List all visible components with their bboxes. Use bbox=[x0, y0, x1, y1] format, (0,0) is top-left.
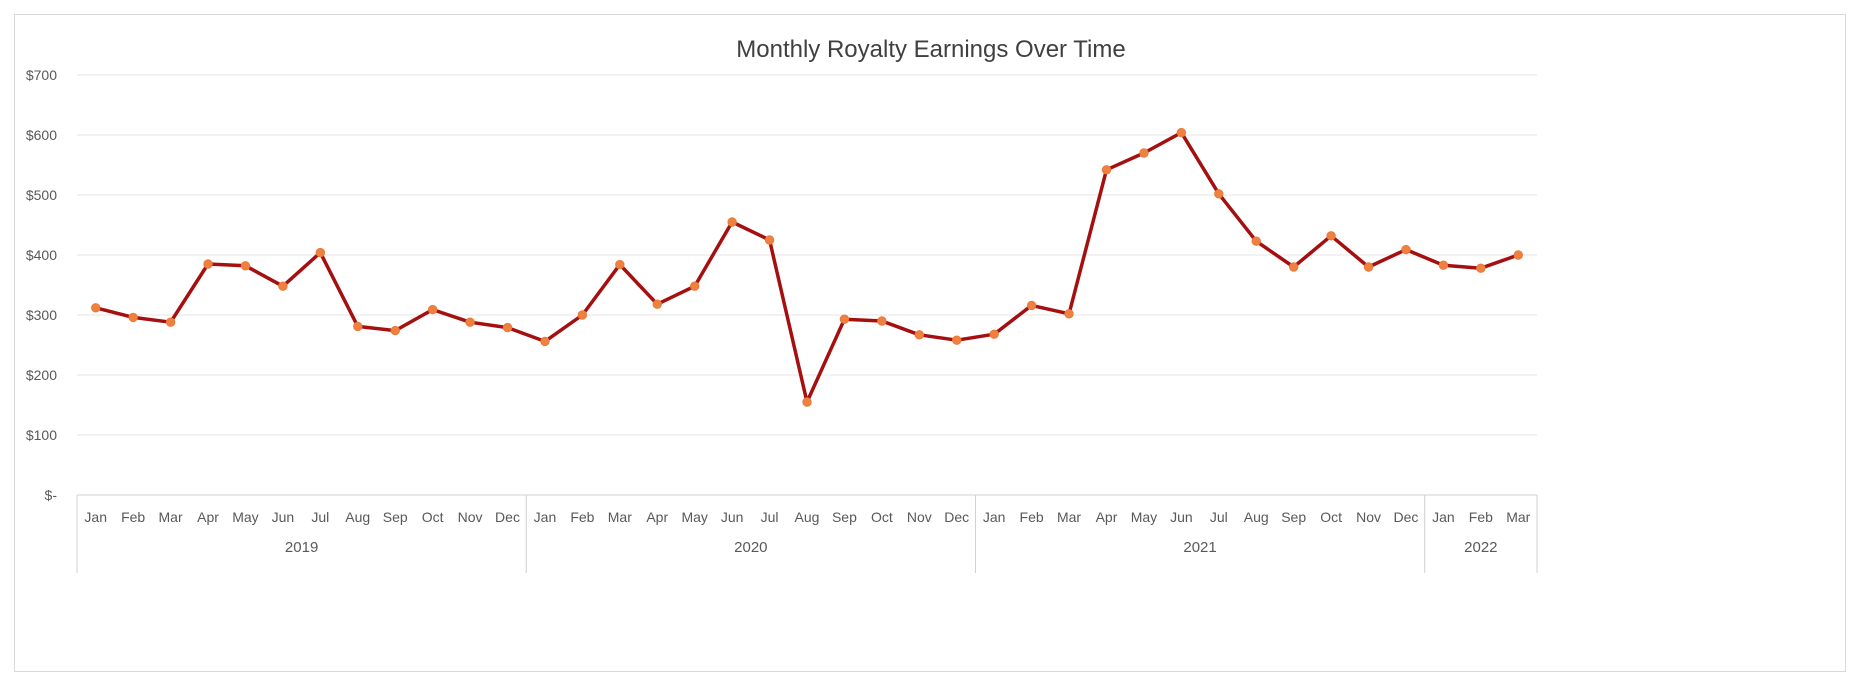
x-tick-label-month: Aug bbox=[345, 509, 370, 525]
data-point bbox=[353, 321, 363, 332]
data-point bbox=[1438, 260, 1449, 270]
data-point bbox=[1101, 165, 1112, 175]
x-tick-label-month: Sep bbox=[383, 509, 408, 525]
data-point bbox=[839, 314, 850, 324]
x-tick-label-month: Aug bbox=[1244, 509, 1269, 525]
data-point bbox=[1288, 262, 1299, 272]
line-chart: Monthly Royalty Earnings Over Time $- $10… bbox=[26, 36, 1538, 573]
data-point bbox=[615, 259, 625, 270]
x-axis: Jan Feb Mar Apr May Jun Jul Aug Sep Oct Nov Dec Jan F… bbox=[76, 495, 1538, 573]
y-tick-label: $- bbox=[45, 487, 58, 503]
data-point bbox=[1363, 262, 1374, 272]
x-tick-label-month: Jul bbox=[311, 509, 329, 525]
x-tick-label-month: Apr bbox=[1096, 509, 1118, 525]
data-point bbox=[1401, 244, 1411, 255]
x-tick-label-month: Dec bbox=[1394, 509, 1419, 525]
x-tick-label-month: Dec bbox=[495, 509, 520, 525]
data-point bbox=[1326, 231, 1336, 241]
x-tick-label-month: Jan bbox=[1432, 509, 1455, 525]
data-point bbox=[577, 310, 588, 320]
data-point bbox=[1139, 148, 1149, 158]
y-axis-ticks: $- $100 $200 $300 $400 $500 $600 $700 bbox=[26, 67, 57, 503]
x-tick-label-month: Jun bbox=[272, 509, 295, 525]
data-point bbox=[952, 335, 962, 345]
x-tick-label-year-2022: 2022 bbox=[1464, 539, 1497, 556]
data-point bbox=[128, 312, 138, 323]
data-point bbox=[1064, 309, 1074, 319]
x-tick-label-month: Dec bbox=[944, 509, 969, 525]
x-tick-label-month: Sep bbox=[1281, 509, 1306, 525]
x-tick-label-month: Apr bbox=[197, 509, 219, 525]
y-tick-label: $100 bbox=[26, 427, 57, 443]
data-point bbox=[502, 322, 513, 333]
x-tick-label-month: Jan bbox=[983, 509, 1006, 525]
y-tick-label: $600 bbox=[26, 127, 57, 143]
data-point bbox=[1476, 263, 1486, 273]
data-point bbox=[165, 317, 176, 327]
y-tick-label: $300 bbox=[26, 307, 57, 323]
y-tick-label: $700 bbox=[26, 67, 57, 83]
data-point bbox=[764, 235, 775, 245]
x-tick-label-month: Feb bbox=[121, 509, 145, 525]
x-tick-label-month: Oct bbox=[1320, 509, 1342, 525]
data-point bbox=[91, 303, 101, 313]
x-tick-label-month: Mar bbox=[1506, 509, 1530, 525]
data-point bbox=[914, 330, 925, 340]
x-tick-label-year-2020: 2020 bbox=[734, 539, 767, 556]
gridlines bbox=[77, 74, 1537, 496]
data-point bbox=[315, 247, 326, 258]
x-tick-label-month: Nov bbox=[1356, 509, 1381, 525]
x-tick-label-month: Jul bbox=[761, 509, 779, 525]
x-tick-label-month: Jun bbox=[721, 509, 744, 525]
x-tick-label-month: Feb bbox=[570, 509, 594, 525]
data-point bbox=[652, 299, 662, 309]
x-tick-label-month: Oct bbox=[871, 509, 893, 525]
x-tick-label-month: Feb bbox=[1469, 509, 1493, 525]
x-tick-label-month: Oct bbox=[422, 509, 444, 525]
x-tick-label-month: Jan bbox=[84, 509, 107, 525]
x-tick-label-month: Jul bbox=[1210, 509, 1228, 525]
data-point bbox=[989, 329, 999, 339]
data-point bbox=[689, 281, 700, 291]
y-tick-label: $400 bbox=[26, 247, 57, 263]
data-point bbox=[802, 397, 812, 407]
data-point bbox=[1026, 300, 1037, 311]
data-point bbox=[727, 217, 737, 227]
chart-frame: Monthly Royalty Earnings Over Time $- $10… bbox=[14, 14, 1846, 672]
x-tick-label-month: Mar bbox=[159, 509, 183, 525]
x-tick-label-month: Mar bbox=[608, 509, 632, 525]
data-point bbox=[240, 261, 251, 271]
data-point bbox=[1513, 250, 1523, 260]
x-tick-label-month: Sep bbox=[832, 509, 857, 525]
chart-title: Monthly Royalty Earnings Over Time bbox=[736, 36, 1125, 63]
series-line bbox=[93, 130, 1521, 404]
x-tick-label-month: Feb bbox=[1020, 509, 1044, 525]
x-tick-label-month: May bbox=[681, 509, 707, 525]
data-point bbox=[1214, 189, 1224, 199]
x-tick-label-month: Nov bbox=[907, 509, 932, 525]
data-point bbox=[278, 281, 288, 291]
y-tick-label: $500 bbox=[26, 187, 57, 203]
x-tick-label-month: May bbox=[232, 509, 258, 525]
data-point bbox=[877, 316, 887, 326]
x-tick-label-month: Aug bbox=[795, 509, 820, 525]
y-tick-label: $200 bbox=[26, 367, 57, 383]
series-royalty-earnings bbox=[91, 127, 1523, 407]
x-tick-label-month: Jun bbox=[1170, 509, 1193, 525]
x-tick-label-year-2019: 2019 bbox=[285, 539, 318, 556]
x-tick-label-month: May bbox=[1131, 509, 1157, 525]
x-tick-label-month: Nov bbox=[458, 509, 483, 525]
data-point bbox=[1251, 236, 1261, 246]
x-tick-label-year-2021: 2021 bbox=[1183, 539, 1216, 556]
data-point bbox=[427, 304, 438, 315]
x-tick-label-month: Jan bbox=[534, 509, 557, 525]
data-point bbox=[203, 259, 213, 269]
data-point bbox=[465, 317, 475, 327]
x-tick-label-month: Apr bbox=[646, 509, 668, 525]
x-tick-label-month: Mar bbox=[1057, 509, 1081, 525]
data-point bbox=[540, 336, 550, 347]
data-point bbox=[1176, 127, 1187, 138]
data-point bbox=[390, 325, 400, 336]
